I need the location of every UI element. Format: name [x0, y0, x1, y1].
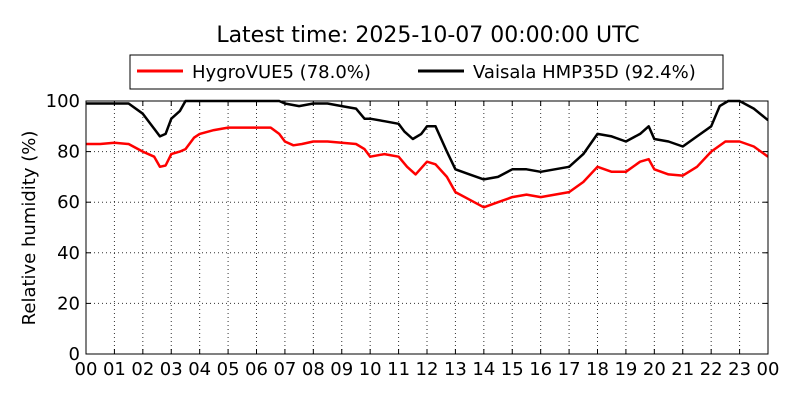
legend-label-series-0: HygroVUE5 (78.0%)	[192, 62, 371, 83]
x-tick-label: 10	[359, 359, 382, 380]
series-lines	[86, 99, 768, 209]
x-tick-label: 04	[188, 359, 211, 380]
x-tick-label: 06	[245, 359, 268, 380]
y-tick-label: 40	[57, 243, 80, 264]
x-tick-label: 05	[217, 359, 240, 380]
x-tick-label: 11	[387, 359, 410, 380]
x-tick-label: 17	[558, 359, 581, 380]
legend-label-series-1: Vaisala HMP35D (92.4%)	[473, 62, 696, 83]
axes: 00 01 02 03 04 05 06 07 08 09 10 11 12 13 14 15 16 17 18 19…	[46, 91, 780, 380]
plot-frame	[85, 100, 769, 355]
x-tick-label: 14	[472, 359, 495, 380]
series-line-1	[86, 99, 768, 181]
x-tick-label: 23	[728, 359, 751, 380]
x-tick-label: 07	[273, 359, 296, 380]
x-tick-label: 15	[501, 359, 524, 380]
x-tick-label: 19	[614, 359, 637, 380]
x-tick-label: 12	[416, 359, 439, 380]
x-tick-label: 08	[302, 359, 325, 380]
x-tick-label: 03	[160, 359, 183, 380]
x-tick-label: 13	[444, 359, 467, 380]
y-tick-label: 60	[57, 192, 80, 213]
x-tick-label: 01	[103, 359, 126, 380]
x-tick-label: 18	[586, 359, 609, 380]
x-tick-label: 20	[643, 359, 666, 380]
y-tick-label: 20	[57, 293, 80, 314]
x-tick-label: 16	[529, 359, 552, 380]
y-tick-label: 100	[46, 91, 80, 112]
grid	[86, 101, 768, 354]
series-line-0	[86, 126, 768, 209]
x-tick-label: 00	[75, 359, 98, 380]
y-tick-label: 80	[57, 142, 80, 163]
legend: HygroVUE5 (78.0%) Vaisala HMP35D (92.4%)	[129, 54, 724, 90]
y-tick-label: 0	[69, 344, 80, 365]
x-tick-label: 00	[757, 359, 780, 380]
x-tick-label: 21	[671, 359, 694, 380]
x-tick-label: 09	[330, 359, 353, 380]
x-tick-label: 02	[131, 359, 154, 380]
y-axis-label: Relative humidity (%)	[19, 131, 40, 326]
x-tick-label: 22	[700, 359, 723, 380]
chart-title: Latest time: 2025-10-07 00:00:00 UTC	[216, 23, 639, 48]
